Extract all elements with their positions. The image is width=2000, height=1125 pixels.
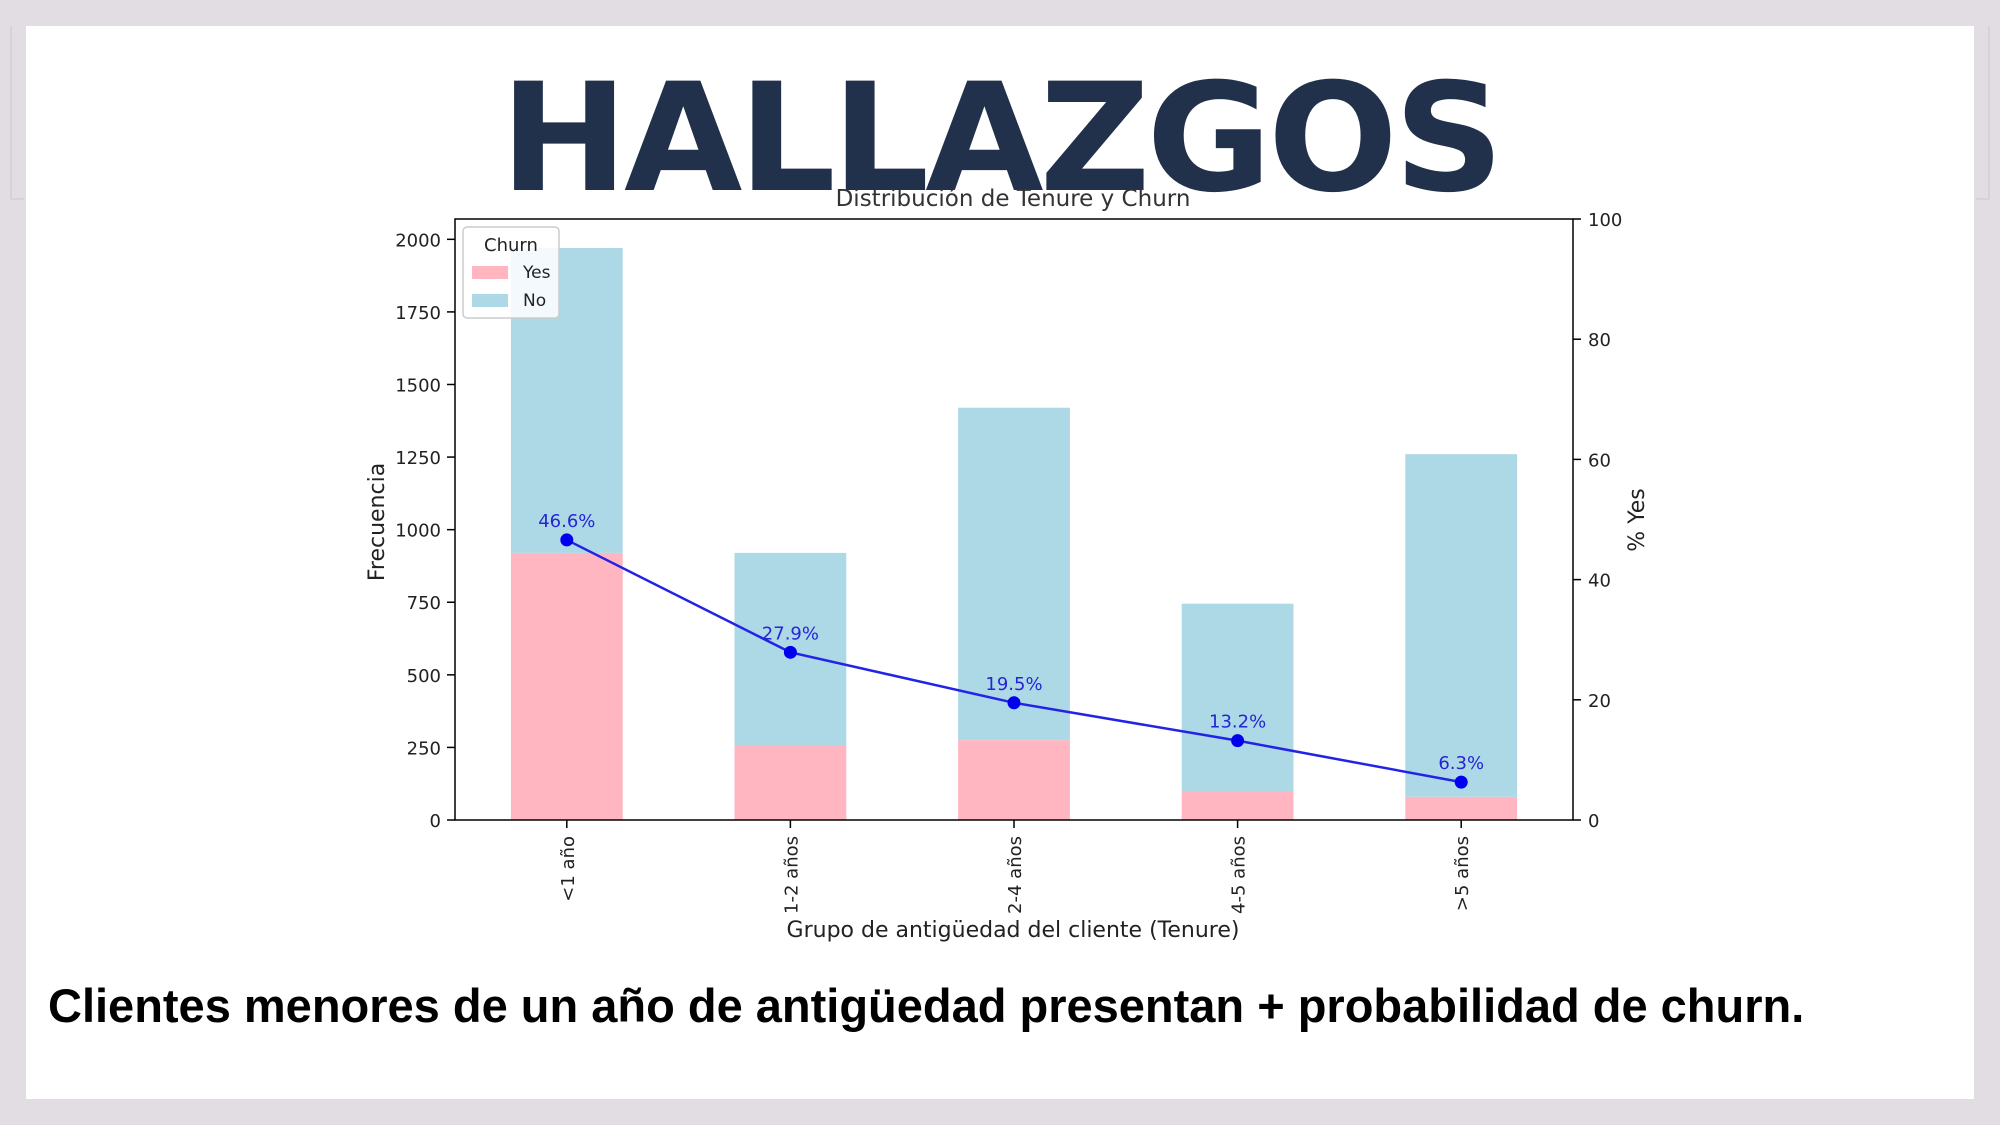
y-tick-label: 250 <box>407 738 441 759</box>
churn-rate-point-3 <box>1231 734 1245 748</box>
decorative-line-bottom-left <box>10 198 24 200</box>
chart-title: Distribución de Tenure y Churn <box>836 186 1191 212</box>
legend-label-yes: Yes <box>522 263 551 283</box>
churn-rate-point-4 <box>1454 775 1468 789</box>
churn-rate-label-1: 27.9% <box>762 623 819 644</box>
y-axis-label: Frecuencia <box>365 463 390 581</box>
bar-yes-4 <box>1405 796 1518 820</box>
y-right-tick-label: 20 <box>1588 691 1611 712</box>
churn-rate-point-0 <box>560 533 574 547</box>
y-tick-label: 1000 <box>395 521 441 542</box>
bars-group <box>510 248 1518 820</box>
churn-rate-point-1 <box>783 645 797 659</box>
y-right-tick-label: 80 <box>1588 330 1611 351</box>
x-tick-label: >5 años <box>1452 836 1473 911</box>
legend-swatch-yes <box>472 266 508 279</box>
legend-label-no: No <box>523 291 546 311</box>
slide-caption: Clientes menores de un año de antigüedad… <box>48 979 1805 1032</box>
left-y-axis: 0 250 500 750 1000 1250 1500 1750 2000 <box>395 230 455 832</box>
churn-rate-label-2: 19.5% <box>985 674 1042 695</box>
x-axis: <1 año 1-2 años 2-4 años 4-5 años >5 años <box>558 820 1473 914</box>
churn-rate-label-0: 46.6% <box>538 511 595 532</box>
bar-yes-0 <box>510 552 623 820</box>
y-axis-right-label: % Yes <box>1625 488 1650 551</box>
legend: Churn Yes No <box>462 226 560 319</box>
bar-no-3 <box>1181 603 1294 791</box>
x-tick-label: 1-2 años <box>781 836 802 914</box>
bar-no-2 <box>958 407 1070 741</box>
y-tick-label: 1250 <box>395 448 441 469</box>
y-right-tick-label: 40 <box>1588 571 1611 592</box>
y-tick-label: 750 <box>407 593 441 614</box>
decorative-line-right <box>1988 26 1990 198</box>
bar-yes-2 <box>958 740 1070 820</box>
churn-rate-label-3: 13.2% <box>1209 712 1266 733</box>
slide: HALLAZGOS <box>10 26 1990 1099</box>
right-y-axis: 0 20 40 60 80 100 <box>1573 210 1622 832</box>
y-tick-label: 1500 <box>395 375 441 396</box>
y-tick-label: 1750 <box>395 303 441 324</box>
decorative-line-left <box>10 26 12 198</box>
y-tick-label: 0 <box>430 811 441 832</box>
x-tick-label: <1 año <box>558 836 579 902</box>
x-axis-label: Grupo de antigüedad del cliente (Tenure) <box>787 918 1240 943</box>
y-right-tick-label: 60 <box>1588 450 1611 471</box>
plot-frame <box>454 218 1574 821</box>
y-tick-label: 2000 <box>395 230 441 251</box>
decorative-line-bottom-right <box>1976 198 1990 200</box>
legend-swatch-no <box>472 294 508 307</box>
slide-title: HALLAZGOS <box>500 52 1504 226</box>
x-tick-label: 2-4 años <box>1005 836 1026 914</box>
churn-rate-line-group: 46.6% 27.9% 19.5% 13.2% 6.3% <box>538 511 1484 789</box>
y-tick-label: 500 <box>407 666 441 687</box>
churn-rate-point-2 <box>1007 696 1021 710</box>
y-right-tick-label: 0 <box>1588 811 1599 832</box>
legend-title: Churn <box>484 235 538 256</box>
bar-yes-1 <box>734 745 847 820</box>
x-tick-label: 4-5 años <box>1229 836 1250 914</box>
churn-rate-label-4: 6.3% <box>1438 753 1484 774</box>
bar-no-4 <box>1405 454 1518 797</box>
y-right-tick-label: 100 <box>1588 210 1622 231</box>
bar-yes-3 <box>1181 790 1294 820</box>
